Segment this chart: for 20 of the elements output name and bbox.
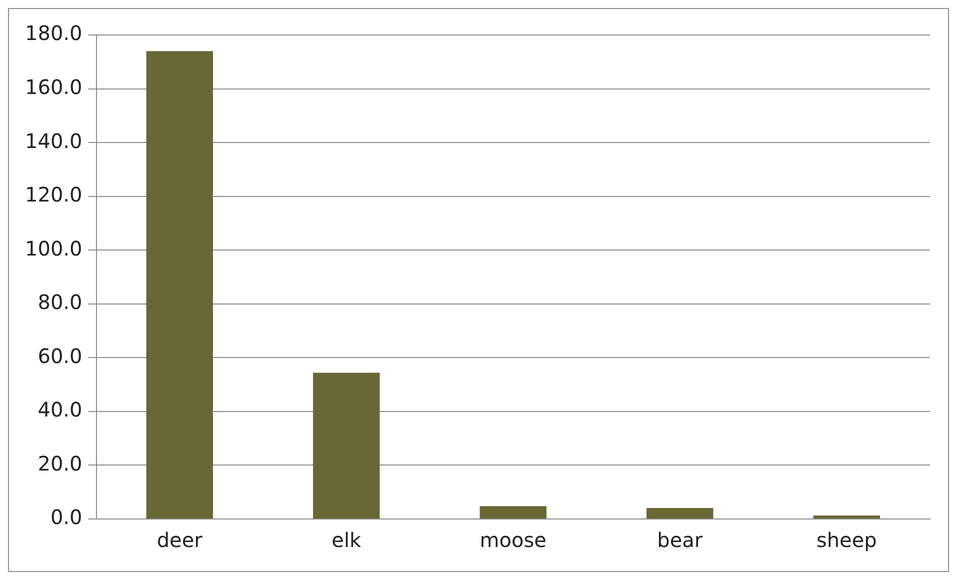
x-tick-label: moose (480, 528, 546, 552)
x-tick-label: sheep (816, 528, 877, 552)
y-tick-label: 0.0 (50, 505, 82, 530)
y-tick-label: 140.0 (24, 128, 82, 153)
x-tick-label: deer (156, 528, 204, 552)
bar (646, 508, 714, 518)
y-tick-label: 120.0 (24, 182, 82, 207)
y-tick-label: 160.0 (24, 74, 82, 99)
y-tick-label: 20.0 (38, 451, 82, 476)
x-tick-label: bear (657, 528, 704, 552)
bar (480, 506, 546, 518)
bar (813, 516, 880, 518)
y-tick-label: 40.0 (38, 398, 82, 422)
y-tick-label: 100.0 (24, 236, 82, 260)
y-tick-label: 60.0 (38, 344, 82, 368)
y-tick-label: 180.0 (24, 21, 82, 46)
x-tick-label: elk (332, 528, 362, 552)
y-tick-label: 80.0 (38, 290, 82, 314)
bar (313, 372, 380, 518)
bar (146, 51, 213, 518)
